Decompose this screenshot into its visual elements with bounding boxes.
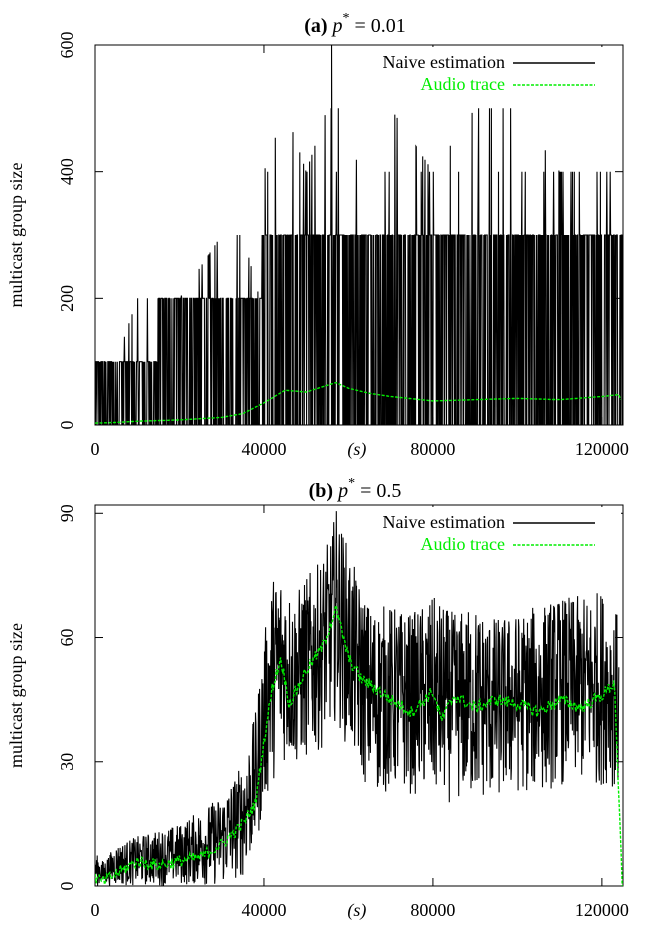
x-tick-label: 40000 (241, 439, 286, 459)
x-tick-label: 40000 (241, 900, 286, 920)
x-unit-label: (s) (347, 900, 366, 920)
series-audio-trace-line (95, 381, 622, 424)
series-audio-trace-line (95, 605, 623, 886)
x-tick-label: 0 (91, 439, 100, 459)
x-tick-label: 120000 (575, 439, 629, 459)
x-tick-label: 120000 (575, 900, 629, 920)
title-symbol: p (331, 15, 343, 37)
title-value: = 0.5 (355, 480, 401, 502)
chart-panel-a: 0 40000 80000 120000 0 200 400 600 (s) multicast … (6, 11, 629, 460)
plot-area (95, 511, 623, 886)
legend-label-audio: Audio trace (421, 534, 505, 554)
y-axis-label: multicast group size (6, 623, 26, 768)
x-tick-label: 80000 (410, 900, 455, 920)
y-tick-label: 600 (57, 32, 77, 59)
y-tick-label: 0 (57, 882, 77, 891)
title-superscript: * (348, 476, 355, 491)
title-superscript: * (343, 11, 350, 26)
legend-label-audio: Audio trace (421, 74, 505, 94)
plot-frame (94, 504, 624, 887)
legend-label-naive: Naive estimation (383, 52, 505, 72)
legend-label-naive: Naive estimation (383, 512, 505, 532)
legend-bg (375, 47, 621, 93)
y-tick-label: 30 (57, 753, 77, 771)
y-tick-label: 90 (57, 504, 77, 522)
y-axis-label: multicast group size (6, 163, 26, 308)
chart-title: (b) p* = 0.5 (309, 476, 402, 502)
chart-panel-b: 0 40000 80000 120000 0 30 60 90 (s) multicast gro… (6, 476, 629, 921)
legend-bg (375, 507, 621, 553)
plot-area (95, 45, 623, 425)
series-naive-estimation-line (95, 511, 620, 886)
series-naive-estimation-line (95, 45, 623, 425)
title-panel-label: (b) (309, 480, 338, 502)
x-tick-label: 0 (91, 900, 100, 920)
title-panel-label: (a) (304, 15, 332, 37)
x-tick-label: 80000 (410, 439, 455, 459)
chart-title: (a) p* = 0.01 (304, 11, 406, 37)
y-tick-label: 400 (57, 158, 77, 185)
title-value: = 0.01 (350, 15, 406, 37)
title-symbol: p (336, 480, 348, 502)
y-tick-label: 200 (57, 285, 77, 312)
y-tick-label: 60 (57, 629, 77, 647)
y-tick-label: 0 (57, 421, 77, 430)
x-unit-label: (s) (347, 439, 366, 460)
